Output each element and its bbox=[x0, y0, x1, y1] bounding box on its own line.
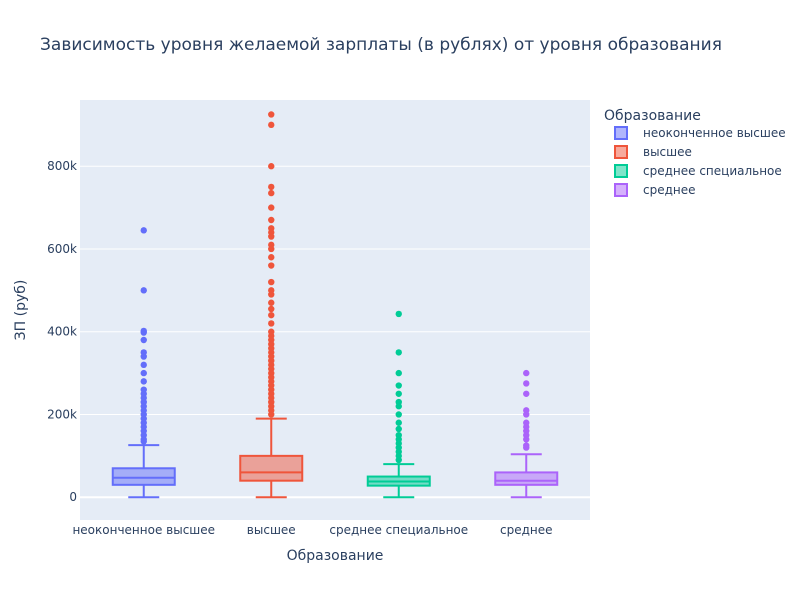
outlier-point bbox=[395, 369, 402, 377]
outlier-point bbox=[140, 336, 147, 344]
outlier-point bbox=[395, 390, 402, 397]
outlier-point bbox=[140, 378, 147, 385]
outlier-point bbox=[140, 361, 147, 369]
outlier-point bbox=[395, 419, 402, 426]
legend-item[interactable]: среднее bbox=[614, 183, 696, 197]
legend-swatch bbox=[614, 164, 628, 178]
legend-item[interactable]: неоконченное высшее bbox=[614, 126, 786, 140]
box-4 bbox=[494, 369, 559, 499]
outlier-point bbox=[523, 436, 530, 443]
outlier-point bbox=[140, 369, 147, 377]
outlier-point bbox=[140, 329, 147, 336]
x-tick-label: среднее bbox=[500, 523, 553, 537]
x-tick-label: неоконченное высшее bbox=[72, 523, 215, 537]
y-tick-label: 600k bbox=[47, 242, 77, 256]
x-tick-label: среднее специальное bbox=[329, 523, 468, 537]
box-series bbox=[111, 111, 559, 499]
legend-swatch bbox=[614, 126, 628, 140]
outlier-point bbox=[523, 411, 530, 418]
box-3 bbox=[366, 310, 431, 499]
outlier-point bbox=[140, 227, 147, 234]
legend-item[interactable]: высшее bbox=[614, 145, 692, 159]
outlier-point bbox=[268, 320, 275, 327]
outlier-point bbox=[140, 438, 147, 445]
legend-label: среднее bbox=[643, 183, 696, 197]
outlier-point bbox=[523, 369, 530, 377]
outlier-point bbox=[268, 311, 275, 319]
y-tick-label: 400k bbox=[47, 325, 77, 339]
outlier-point bbox=[268, 163, 275, 170]
outlier-point bbox=[268, 204, 275, 211]
y-tick-label: 0 bbox=[69, 490, 77, 504]
outlier-point bbox=[523, 444, 530, 451]
outlier-point bbox=[268, 305, 275, 313]
outlier-point bbox=[140, 287, 147, 294]
chart-title: Зависимость уровня желаемой зарплаты (в … bbox=[40, 35, 722, 55]
outlier-point bbox=[523, 380, 530, 387]
outlier-point bbox=[268, 183, 275, 191]
y-tick-label: 800k bbox=[47, 159, 77, 173]
outlier-point bbox=[268, 111, 275, 118]
box-iqr bbox=[239, 454, 304, 482]
legend-label: среднее специальное bbox=[643, 164, 782, 178]
outlier-point bbox=[523, 390, 530, 397]
y-tick-label: 200k bbox=[47, 407, 77, 421]
outlier-point bbox=[268, 299, 275, 306]
x-tick-label: высшее bbox=[247, 523, 296, 537]
legend-label: высшее bbox=[643, 145, 692, 159]
legend[interactable]: неоконченное высшее высшее среднее специал… bbox=[614, 126, 786, 197]
legend-title: Образование bbox=[604, 108, 701, 124]
outlier-point bbox=[268, 121, 275, 129]
box-iqr bbox=[111, 467, 176, 486]
legend-swatch bbox=[614, 145, 628, 159]
outlier-point bbox=[268, 233, 275, 240]
outlier-point bbox=[395, 456, 402, 464]
outlier-point bbox=[395, 310, 402, 318]
outlier-point bbox=[140, 353, 147, 360]
outlier-point bbox=[268, 189, 275, 197]
outlier-point bbox=[268, 291, 275, 298]
outlier-point bbox=[268, 216, 275, 224]
y-tick-labels: 0 200k 400k 600k 800k bbox=[47, 159, 77, 504]
legend-swatch bbox=[614, 183, 628, 197]
y-axis-title: ЗП (руб) bbox=[13, 280, 29, 341]
outlier-point bbox=[395, 411, 402, 418]
plot-area bbox=[80, 100, 590, 520]
legend-item[interactable]: среднее специальное bbox=[614, 164, 782, 178]
outlier-point bbox=[268, 245, 275, 253]
x-axis-title: Образование bbox=[287, 548, 384, 564]
outlier-point bbox=[268, 411, 275, 418]
box-2 bbox=[239, 111, 304, 499]
outlier-point bbox=[268, 278, 275, 286]
outlier-point bbox=[395, 382, 402, 389]
outlier-point bbox=[268, 254, 275, 261]
outlier-point bbox=[395, 349, 402, 356]
legend-label: неоконченное высшее bbox=[643, 126, 786, 140]
x-tick-labels: неоконченное высшее высшее среднее специал… bbox=[72, 523, 552, 537]
outlier-point bbox=[395, 425, 402, 433]
box-1 bbox=[111, 227, 176, 499]
y-gridlines bbox=[80, 165, 590, 499]
box-iqr bbox=[494, 471, 559, 486]
outlier-point bbox=[268, 262, 275, 269]
outlier-point bbox=[395, 403, 402, 410]
